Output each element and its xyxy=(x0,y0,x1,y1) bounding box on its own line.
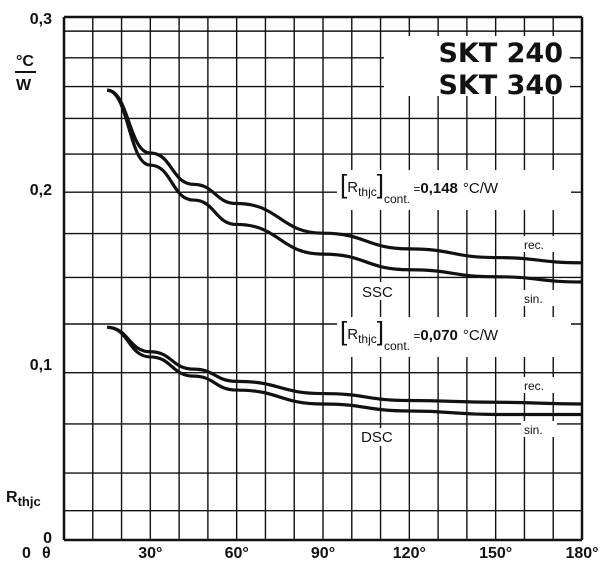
ssc-cont-equals: = xyxy=(410,182,420,196)
dsc-annotation-background xyxy=(337,317,571,357)
x-tick-label: 90° xyxy=(311,545,335,562)
dsc-rthjc-subscript: thjc xyxy=(358,332,377,346)
ssc-rthjc-R: R xyxy=(347,179,358,196)
ssc-rec-curve xyxy=(106,88,583,265)
dsc-cont-value: 0,070 xyxy=(420,327,458,344)
dsc-cont-subscript: cont. xyxy=(384,339,410,353)
dsc-rthjc-R: R xyxy=(347,326,358,343)
x-tick-label: 0 xyxy=(22,545,31,562)
y-tick-label: 0,2 xyxy=(30,182,52,199)
y-axis-label: Rthjc xyxy=(6,489,41,509)
dsc-sin-background xyxy=(521,421,557,437)
y-unit-denominator: W xyxy=(16,77,32,94)
ssc-sin-background xyxy=(521,290,557,306)
dsc-rec-curve xyxy=(107,325,583,406)
y-tick-label: 0 xyxy=(43,530,52,547)
dsc-label: DSC xyxy=(361,429,393,446)
title-background xyxy=(384,36,570,96)
dsc-sin-curve xyxy=(106,325,582,417)
x-tick-label: 150° xyxy=(479,545,512,562)
ssc-bracket-right: ] xyxy=(377,169,384,199)
y-unit-numerator: °C xyxy=(16,53,34,70)
y-tick-label: 0,1 xyxy=(30,357,52,374)
ssc-rec-label: rec. xyxy=(524,238,544,252)
axis-ticks: 0 θ 30° 60° 90° 120° 150° 180° 0,3 0,2 0,1 0 xyxy=(22,11,599,562)
chart-title-line-2: SKT 340 xyxy=(438,70,563,101)
dsc-label-background xyxy=(358,428,398,446)
ssc-sin-label: sin. xyxy=(524,292,543,306)
ssc-sin-curve xyxy=(106,88,583,284)
x-tick-label: θ xyxy=(42,545,51,562)
dsc-cont-unit: °C/W xyxy=(463,327,499,344)
ssc-cont-subscript: cont. xyxy=(384,192,410,206)
ssc-label: SSC xyxy=(362,284,393,301)
x-tick-label: 120° xyxy=(393,545,426,562)
dsc-bracket-left: [ xyxy=(340,316,348,346)
ssc-rec-background xyxy=(521,236,557,252)
y-tick-label: 0,3 xyxy=(30,11,52,28)
ssc-label-background xyxy=(360,282,396,300)
dsc-sin-label: sin. xyxy=(524,423,543,437)
y-axis-label-subscript: thjc xyxy=(18,494,41,509)
ssc-bracket-left: [ xyxy=(340,169,348,199)
ssc-rthjc-annotation: [Rthjc]cont. =0,148 °C/W xyxy=(340,169,499,206)
x-tick-label: 30° xyxy=(138,545,162,562)
x-tick-label: 180° xyxy=(565,545,598,562)
chart-title-line-1: SKT 240 xyxy=(438,38,563,69)
dsc-cont-equals: = xyxy=(410,329,420,343)
dsc-rec-label: rec. xyxy=(524,379,544,393)
ssc-rthjc-subscript: thjc xyxy=(358,185,377,199)
ssc-cont-value: 0,148 xyxy=(420,180,458,197)
y-axis-label-R: R xyxy=(6,489,18,506)
dsc-bracket-right: ] xyxy=(377,316,384,346)
x-tick-label: 60° xyxy=(225,545,249,562)
dsc-rthjc-annotation: [Rthjc]cont. =0,070 °C/W xyxy=(340,316,499,353)
ssc-cont-unit: °C/W xyxy=(463,180,499,197)
dsc-rec-background xyxy=(521,377,557,393)
curves xyxy=(106,88,583,417)
ssc-annotation-background xyxy=(337,170,571,210)
